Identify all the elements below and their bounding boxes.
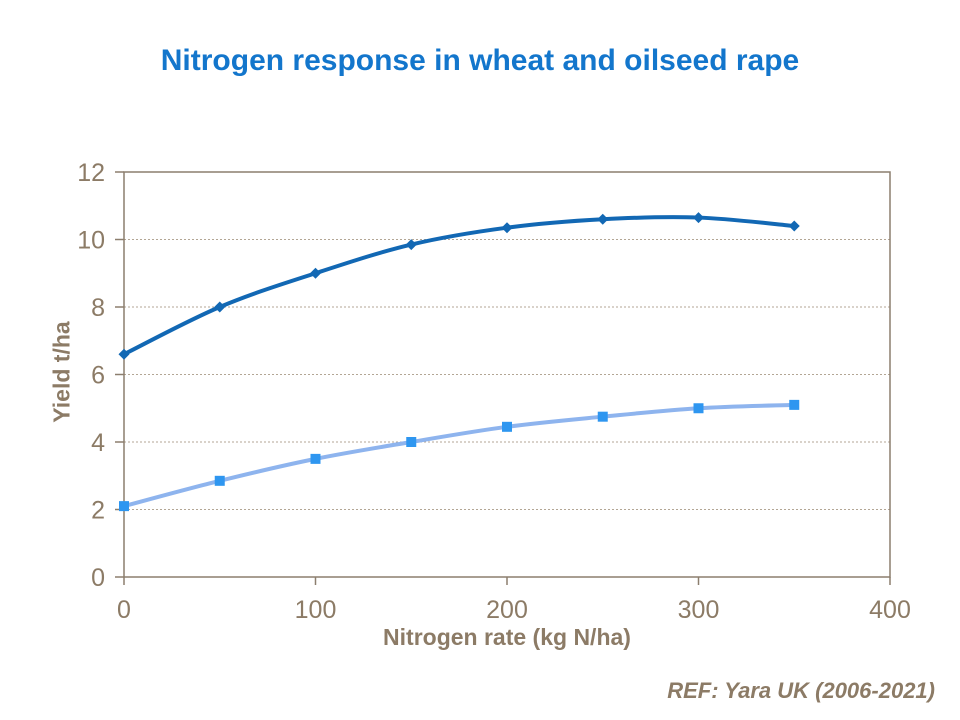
series-line-wheat (122, 215, 797, 357)
diamond-marker (405, 239, 417, 251)
chart-title: Nitrogen response in wheat and oilseed r… (160, 44, 800, 77)
x-tick-label: 100 (295, 596, 337, 624)
diamond-marker (501, 222, 513, 234)
x-tick-label: 300 (678, 596, 720, 624)
y-tick-label: 0 (91, 564, 105, 592)
diamond-marker (597, 213, 609, 225)
x-tick-label: 0 (117, 596, 131, 624)
diamond-marker (310, 267, 321, 279)
series-line-oilseed-rape (122, 402, 797, 509)
x-axis-label: Nitrogen rate (kg N/ha) (383, 624, 631, 650)
square-marker (502, 421, 512, 432)
y-axis-label: Yield t/ha (48, 321, 75, 423)
y-tick-label: 10 (77, 227, 105, 255)
square-marker (789, 399, 800, 410)
square-marker (310, 453, 321, 464)
x-tick-label: 400 (869, 596, 911, 624)
x-tick-label: 200 (486, 596, 528, 624)
y-tick-label: 6 (91, 362, 105, 390)
diamond-marker (118, 348, 130, 360)
square-marker (119, 501, 129, 512)
diamond-marker (788, 220, 800, 232)
square-marker (693, 403, 704, 414)
y-tick-label: 2 (91, 497, 105, 525)
diamond-marker (214, 301, 226, 313)
y-tick-label: 4 (91, 429, 105, 457)
square-marker (406, 437, 417, 447)
square-marker (214, 475, 225, 486)
y-tick-label: 12 (77, 159, 105, 187)
y-tick-label: 8 (91, 294, 105, 322)
reference-text: REF: Yara UK (2006-2021) (667, 678, 935, 703)
diamond-marker (693, 212, 704, 224)
square-marker (597, 411, 608, 422)
